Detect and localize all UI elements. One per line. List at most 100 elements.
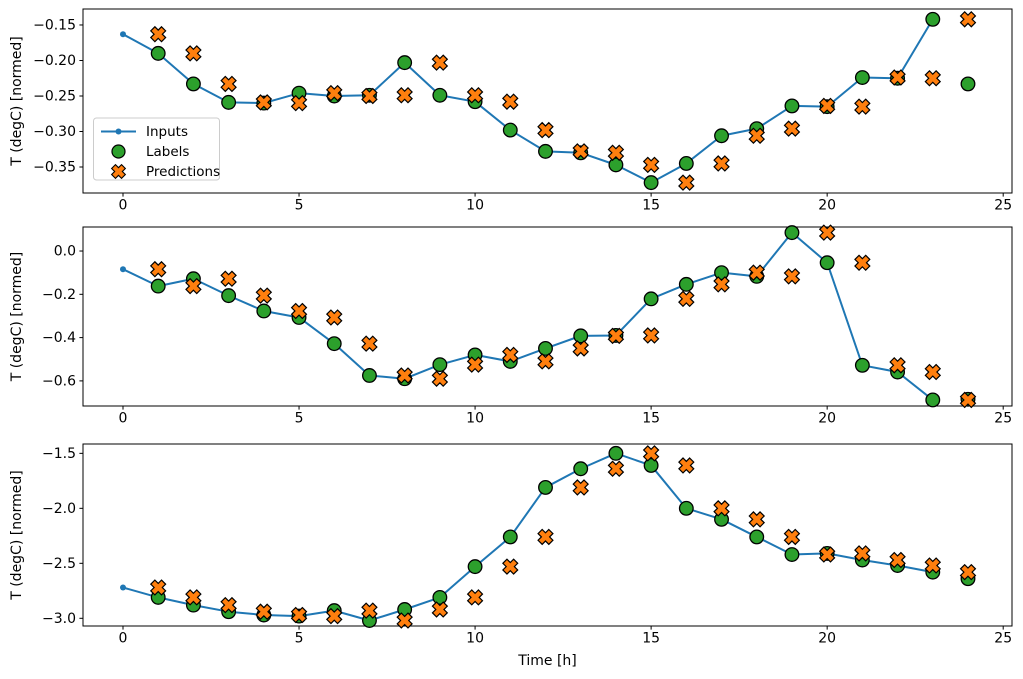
predictions-point: [818, 224, 836, 241]
x-tick-label: 10: [466, 411, 484, 427]
labels-point: [432, 87, 448, 103]
predictions-point: [889, 69, 906, 86]
predictions-series: [149, 224, 977, 409]
predictions-point: [642, 445, 660, 462]
predictions-point: [290, 302, 308, 320]
predictions-point: [607, 327, 625, 345]
predictions-point: [889, 357, 906, 374]
labels-point: [714, 265, 729, 281]
subplot-1: 0 5 10 15 20 25 −0.15 −0.20 −0.25 −0.30 −0.35 T (de…: [9, 8, 1013, 214]
labels-point: [784, 547, 800, 562]
axes-box: [82, 443, 1013, 627]
y-tick-label: −0.2: [42, 287, 76, 303]
x-tick-label: 5: [295, 411, 304, 427]
inputs-point: [119, 31, 126, 38]
predictions-point: [361, 602, 378, 619]
x-tick-label: 25: [994, 411, 1012, 427]
labels-point: [678, 156, 694, 171]
x-tick-label: 10: [466, 631, 484, 647]
predictions-point: [713, 155, 730, 172]
predictions-point: [959, 391, 977, 409]
predictions-point: [537, 121, 554, 139]
labels-point: [854, 70, 870, 85]
y-axis-label: T (degC) [normed]: [9, 470, 25, 601]
predictions-point: [466, 589, 484, 606]
predictions-point: [713, 276, 730, 293]
x-tick-label: 15: [642, 631, 660, 647]
labels-point: [326, 336, 342, 352]
x-tick-label: 0: [119, 198, 128, 214]
labels-point: [714, 128, 729, 144]
labels-point: [678, 276, 694, 292]
y-tick-label: −0.25: [33, 88, 76, 104]
predictions-point: [255, 287, 273, 304]
labels-point: [854, 357, 870, 373]
legend-item-label: Predictions: [146, 164, 220, 180]
y-tick-label: −0.6: [42, 373, 76, 389]
inputs-series: [119, 16, 936, 186]
labels-point: [608, 157, 624, 173]
predictions-point: [396, 87, 413, 104]
labels-point: [538, 479, 553, 495]
inputs-point: [119, 266, 126, 273]
predictions-point: [642, 327, 660, 344]
labels-point: [397, 55, 413, 71]
predictions-point: [361, 335, 378, 352]
predictions-point: [924, 69, 942, 87]
inputs-point: [119, 584, 126, 591]
legend-inputs-dot-icon: [115, 128, 122, 135]
predictions-point: [290, 94, 308, 112]
predictions-point: [466, 356, 484, 373]
subplot-2: 0 5 10 15 20 25 0.0 −0.2 −0.4 −0.6 T (degC) [norme…: [9, 224, 1013, 427]
inputs-series: [119, 229, 936, 403]
labels-point: [538, 143, 553, 159]
y-axis-label: T (degC) [normed]: [9, 36, 25, 167]
labels-point: [502, 529, 518, 545]
predictions-point: [748, 264, 766, 281]
subplot-3: 0 5 10 15 20 25 −1.5 −2.0 −2.5 −3.0 T (degC) [norm…: [9, 443, 1013, 669]
predictions-point: [572, 340, 589, 357]
predictions-series: [149, 11, 977, 191]
x-tick-label: 10: [466, 198, 484, 214]
predictions-point: [924, 363, 942, 381]
labels-point: [221, 94, 237, 110]
y-tick-label: −0.30: [33, 124, 76, 140]
predictions-point: [502, 93, 519, 110]
labels-point: [925, 392, 941, 408]
predictions-point: [185, 45, 202, 62]
labels-point: [432, 357, 448, 373]
labels-point: [432, 589, 448, 605]
y-tick-label: −0.35: [33, 160, 76, 176]
legend-box: [93, 117, 220, 181]
predictions-point: [255, 94, 273, 111]
predictions-point: [149, 579, 167, 596]
predictions-point: [149, 25, 167, 43]
x-tick-label: 20: [818, 198, 836, 214]
y-tick-label: −0.15: [33, 17, 76, 33]
predictions-point: [502, 558, 519, 575]
labels-point: [960, 76, 976, 92]
predictions-point: [783, 120, 801, 137]
inputs-line: [121, 18, 934, 184]
predictions-point: [818, 546, 836, 563]
inputs-line: [121, 452, 934, 622]
labels-point: [643, 175, 659, 191]
labels-point: [221, 288, 237, 304]
predictions-point: [678, 290, 695, 308]
labels-point: [643, 457, 659, 473]
labels-point: [608, 445, 624, 461]
labels-point: [784, 225, 800, 241]
legend-labels-circle-icon: [111, 144, 126, 159]
predictions-point: [537, 353, 554, 370]
predictions-point: [502, 346, 519, 364]
y-tick-label: 0.0: [54, 244, 76, 260]
labels-point: [538, 340, 553, 356]
labels-point: [573, 461, 589, 477]
predictions-point: [361, 87, 378, 105]
predictions-point: [713, 500, 730, 517]
labels-series: [150, 225, 976, 408]
predictions-point: [466, 87, 484, 104]
predictions-point: [396, 367, 413, 384]
